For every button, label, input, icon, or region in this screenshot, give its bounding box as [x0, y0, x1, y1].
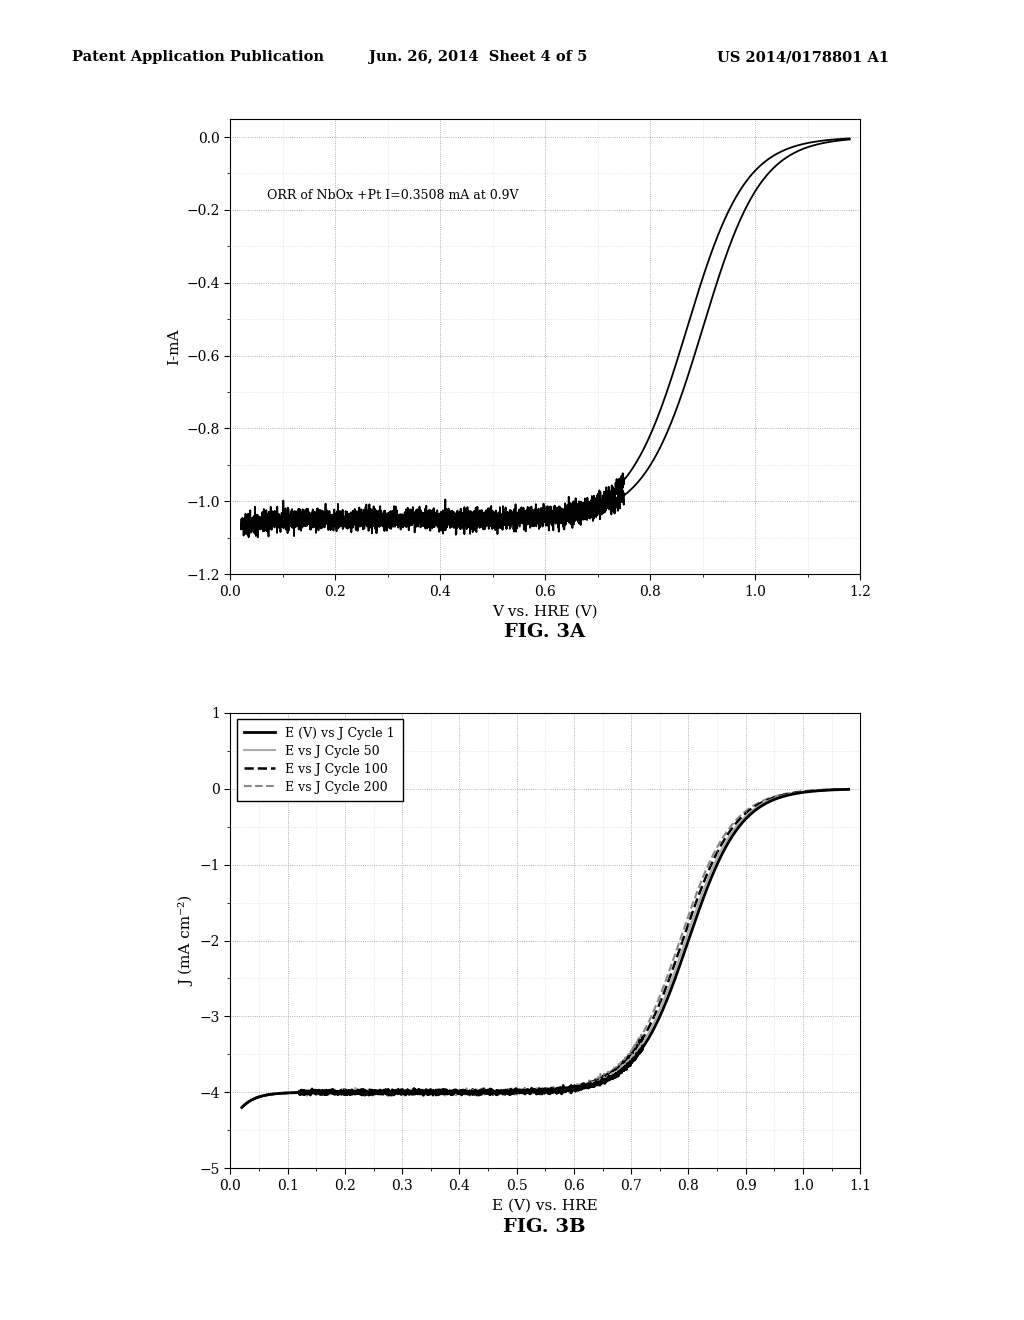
Text: US 2014/0178801 A1: US 2014/0178801 A1: [717, 50, 889, 65]
Y-axis label: J (mA cm⁻²): J (mA cm⁻²): [179, 895, 194, 986]
Text: Jun. 26, 2014  Sheet 4 of 5: Jun. 26, 2014 Sheet 4 of 5: [369, 50, 587, 65]
Text: Patent Application Publication: Patent Application Publication: [72, 50, 324, 65]
X-axis label: E (V) vs. HRE: E (V) vs. HRE: [493, 1199, 598, 1212]
Text: ORR of NbOx +Pt I=0.3508 mA at 0.9V: ORR of NbOx +Pt I=0.3508 mA at 0.9V: [267, 189, 518, 202]
Legend: E (V) vs J Cycle 1, E vs J Cycle 50, E vs J Cycle 100, E vs J Cycle 200: E (V) vs J Cycle 1, E vs J Cycle 50, E v…: [237, 719, 402, 801]
Text: FIG. 3A: FIG. 3A: [504, 623, 586, 642]
X-axis label: V vs. HRE (V): V vs. HRE (V): [493, 605, 598, 618]
Y-axis label: I-mA: I-mA: [167, 329, 181, 364]
Text: FIG. 3B: FIG. 3B: [504, 1218, 586, 1237]
